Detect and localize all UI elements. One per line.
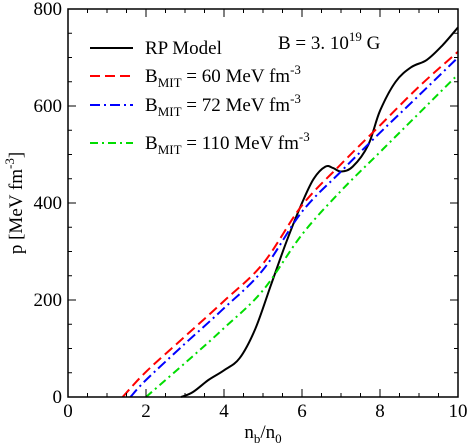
legend-label-bmit-72: BMIT = 72 MeV fm-3 <box>145 91 301 119</box>
legend-label-bmit-110: BMIT = 110 MeV fm-3 <box>145 129 310 157</box>
legend: RP Model BMIT = 60 MeV fm-3 BMIT = 72 Me… <box>90 38 310 157</box>
x-axis-title: nb/n0 <box>244 422 281 445</box>
series-line-2 <box>129 56 459 398</box>
x-tick-label: 4 <box>219 401 229 422</box>
y-tick-label: 600 <box>34 96 63 117</box>
x-tick-label: 8 <box>375 401 385 422</box>
series-line-1 <box>121 50 459 398</box>
legend-label-rp-model: RP Model <box>145 38 222 59</box>
field-annotation: B = 3. 1019 G <box>278 29 381 54</box>
y-tick-label: 200 <box>34 290 63 311</box>
y-tick-label: 800 <box>34 0 63 20</box>
x-tick-label: 0 <box>63 401 73 422</box>
x-tick-label: 10 <box>449 401 468 422</box>
y-tick-label: 400 <box>34 193 63 214</box>
ticks-layer: 0 2 4 6 8 10 0 200 400 600 800 <box>34 0 468 422</box>
series-layer <box>121 26 459 398</box>
y-tick-label: 0 <box>53 387 63 408</box>
x-tick-label: 6 <box>297 401 307 422</box>
y-axis-title: p [MeV fm-3] <box>2 152 27 254</box>
x-tick-label: 2 <box>141 401 151 422</box>
series-line-0 <box>180 26 459 398</box>
series-line-3 <box>145 73 459 398</box>
legend-label-bmit-60: BMIT = 60 MeV fm-3 <box>145 62 301 90</box>
